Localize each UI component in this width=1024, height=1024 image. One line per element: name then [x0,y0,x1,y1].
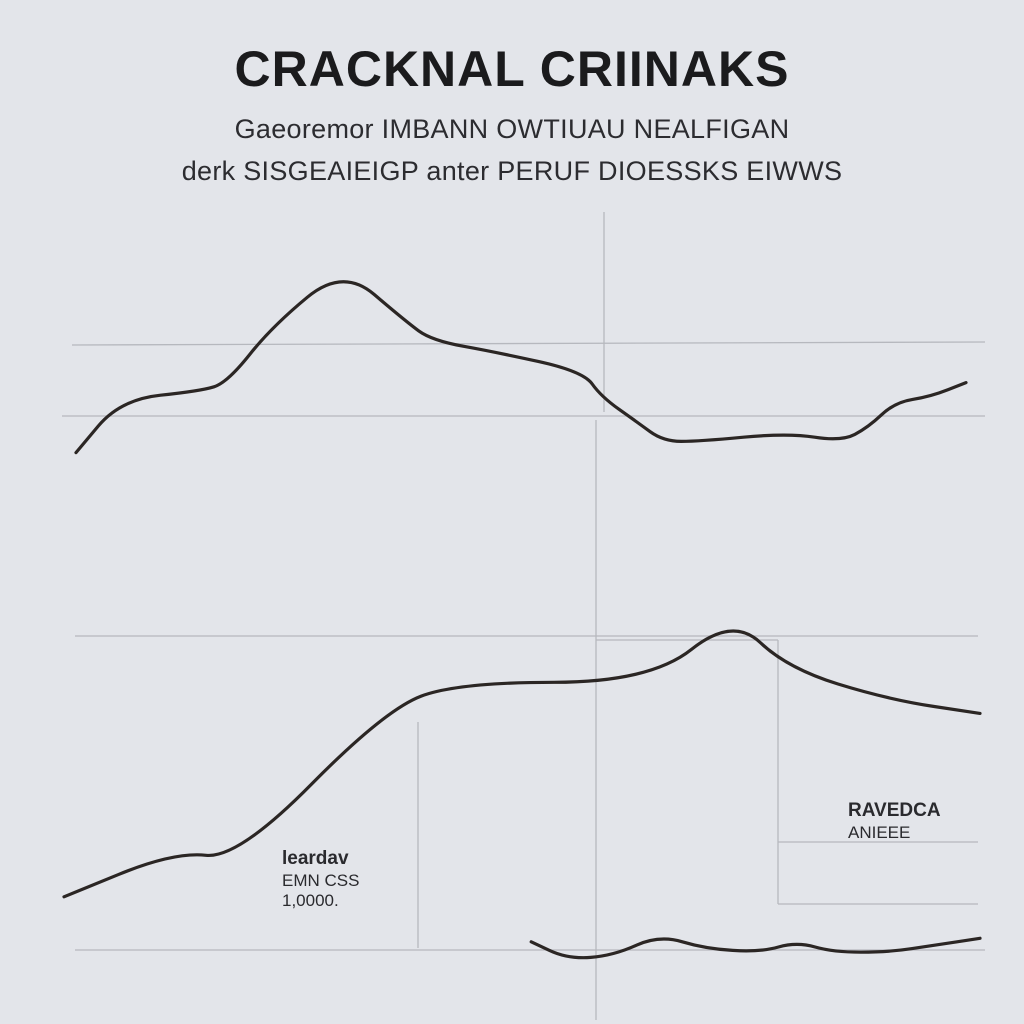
annotation-left-line-1: EMN CSS [282,870,360,890]
gridlines [62,212,986,1020]
annotation-right-heading: RAVEDCA [848,800,941,821]
chart-subtitle-line-2: derk SISGEAIEIGP anter PERUF DIOESSKS EI… [181,156,843,186]
series-line-lower-2 [529,936,982,960]
gridline-horizontal [71,341,986,346]
annotation-left: leardav EMN CSS 1,0000. [282,848,359,912]
chart-subtitle-line-1: Gaeoremor IMBANN OWTIUAU NEALFIGAN [234,114,790,144]
annotation-right: RAVEDCA ANIEEE [848,800,941,843]
series-line-upper-1 [74,280,968,455]
annotation-left-line-2: 1,0000. [282,891,339,911]
series-layer [62,280,982,960]
annotation-left-heading: leardav [282,848,349,869]
annotation-right-line-1: ANIEEE [848,822,911,842]
chart-title: CRACKNAL CRIINAKS [234,41,790,97]
series-line-lower-1 [62,629,982,899]
